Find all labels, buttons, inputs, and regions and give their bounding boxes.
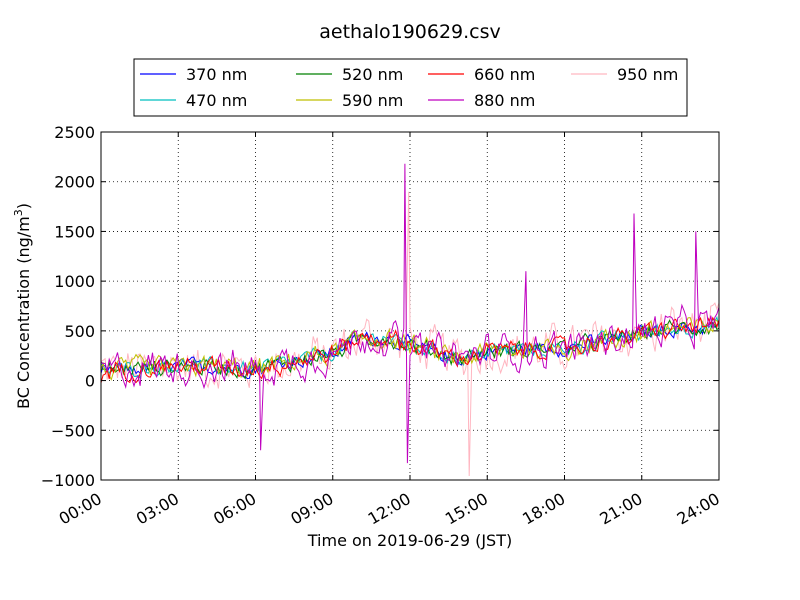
legend-label-5: 880 nm: [474, 91, 535, 110]
y-tick-label: −500: [51, 421, 95, 440]
legend-label-3: 590 nm: [342, 91, 403, 110]
legend-label-2: 520 nm: [342, 65, 403, 84]
series-line-520-nm: [101, 319, 719, 380]
y-tick-label: 1500: [54, 222, 95, 241]
legend: 370 nm 470 nm 520 nm 590 nm 660 nm 880 nm 950 …: [133, 58, 688, 117]
y-tick-label: 500: [64, 322, 95, 341]
chart-title: aethalo190629.csv: [319, 21, 501, 43]
series-line-880-nm: [101, 163, 719, 464]
legend-label-0: 370 nm: [186, 65, 247, 84]
series-line-370-nm: [101, 320, 719, 380]
series-line-660-nm: [101, 316, 719, 384]
legend-label-1: 470 nm: [186, 91, 247, 110]
legend-label-4: 660 nm: [474, 65, 535, 84]
x-axis-label: Time on 2019-06-29 (JST): [307, 531, 512, 550]
y-axis-label-close: ): [14, 203, 33, 209]
y-axis-label-sup: 3: [12, 209, 25, 216]
y-axis-label: BC Concentration (ng/m3): [12, 203, 33, 409]
y-tick-label: −1000: [41, 471, 95, 490]
legend-frame: [133, 58, 688, 117]
y-tick-label: 0: [85, 372, 95, 391]
y-axis-label-main: BC Concentration (ng/m: [14, 216, 33, 409]
y-tick-label: 1000: [54, 272, 95, 291]
y-tick-label: 2500: [54, 123, 95, 142]
series-line-590-nm: [101, 317, 719, 381]
y-tick-label: 2000: [54, 173, 95, 192]
legend-label-6: 950 nm: [617, 65, 678, 84]
